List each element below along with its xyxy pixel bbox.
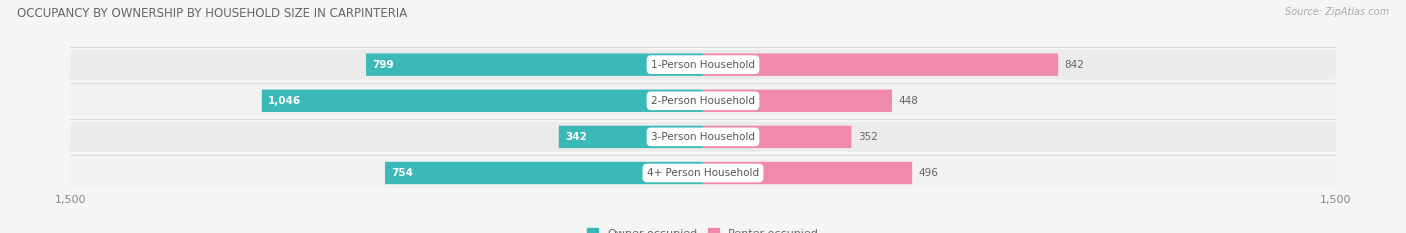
Text: 799: 799	[373, 60, 394, 70]
Text: 1,046: 1,046	[269, 96, 301, 106]
FancyBboxPatch shape	[385, 162, 703, 184]
FancyBboxPatch shape	[703, 162, 912, 184]
Text: 4+ Person Household: 4+ Person Household	[647, 168, 759, 178]
Text: Source: ZipAtlas.com: Source: ZipAtlas.com	[1285, 7, 1389, 17]
FancyBboxPatch shape	[262, 89, 703, 112]
Text: 448: 448	[898, 96, 918, 106]
Text: OCCUPANCY BY OWNERSHIP BY HOUSEHOLD SIZE IN CARPINTERIA: OCCUPANCY BY OWNERSHIP BY HOUSEHOLD SIZE…	[17, 7, 408, 20]
Text: 2-Person Household: 2-Person Household	[651, 96, 755, 106]
FancyBboxPatch shape	[70, 158, 1336, 188]
FancyBboxPatch shape	[70, 50, 1336, 79]
FancyBboxPatch shape	[703, 53, 1059, 76]
Text: 352: 352	[858, 132, 877, 142]
Legend: Owner-occupied, Renter-occupied: Owner-occupied, Renter-occupied	[586, 228, 820, 233]
FancyBboxPatch shape	[703, 89, 891, 112]
FancyBboxPatch shape	[558, 126, 703, 148]
FancyBboxPatch shape	[703, 126, 852, 148]
FancyBboxPatch shape	[366, 53, 703, 76]
Text: 342: 342	[565, 132, 586, 142]
Text: 754: 754	[391, 168, 413, 178]
FancyBboxPatch shape	[70, 122, 1336, 152]
FancyBboxPatch shape	[70, 86, 1336, 116]
Text: 496: 496	[918, 168, 938, 178]
Text: 3-Person Household: 3-Person Household	[651, 132, 755, 142]
Text: 1-Person Household: 1-Person Household	[651, 60, 755, 70]
Text: 842: 842	[1064, 60, 1084, 70]
